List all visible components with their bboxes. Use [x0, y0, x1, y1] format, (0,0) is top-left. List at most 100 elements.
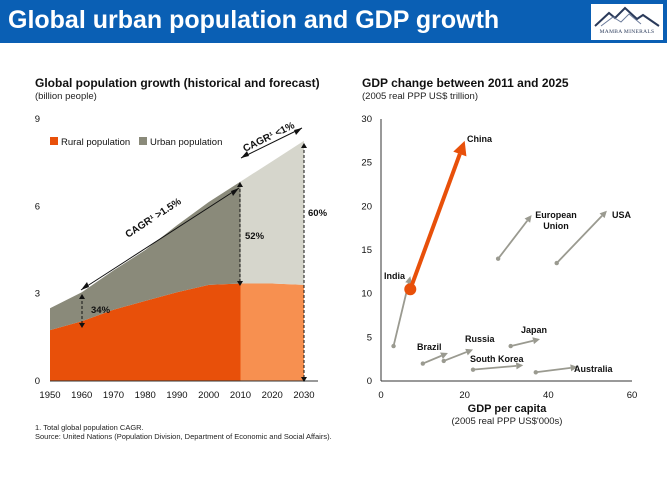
share-2010-arrowhead-bottom — [237, 281, 243, 286]
brazil-start-point — [420, 361, 426, 366]
brazil-label: Brazil — [417, 342, 442, 352]
country-arrows — [391, 140, 607, 375]
south-korea-arrow-head — [515, 362, 524, 370]
x-tick-label: 2020 — [262, 390, 283, 401]
russia-arrow-shaft — [443, 351, 467, 362]
x-tick-label: 2030 — [293, 390, 314, 401]
japan-arrow-shaft — [510, 339, 534, 347]
japan-arrow-head — [532, 337, 540, 345]
share-1960-label: 34% — [91, 305, 111, 316]
country-labels: China India European Union USA Japan Russia Bra… — [384, 134, 632, 374]
right-y-tick-label: 10 — [361, 289, 372, 300]
urban-area-forecast — [240, 140, 304, 285]
legend-label-urban: Urban population — [150, 137, 222, 148]
australia-label: Australia — [574, 364, 614, 374]
x-tick-label: 1950 — [39, 390, 60, 401]
cagr-forecast-arrow — [240, 127, 303, 159]
european-union-arrow-head — [524, 215, 532, 223]
right-y-tick-label: 20 — [361, 201, 372, 212]
usa-start-point — [554, 260, 559, 266]
right-y-tick-label: 25 — [361, 158, 372, 169]
right-y-tick-label: 30 — [361, 114, 372, 125]
right-y-tick-label: 5 — [367, 332, 372, 343]
share-2010-arrowhead-top — [237, 182, 243, 187]
share-1960-arrowhead-bottom — [79, 323, 85, 328]
european-union-start-point — [495, 256, 501, 261]
right-panel-title: GDP change between 2011 and 2025 — [362, 76, 569, 90]
legend-label-rural: Rural population — [61, 137, 130, 148]
european-union-arrow-shaft — [497, 220, 529, 260]
share-2030-label: 60% — [308, 208, 328, 219]
x-tick-label: 2010 — [230, 390, 251, 401]
right-x-tick-label: 40 — [543, 390, 554, 401]
cagr-forecast-arrowhead-left — [241, 151, 249, 158]
footnote-cagr: 1. Total global population CAGR. — [35, 423, 144, 432]
legend-swatch-rural — [50, 137, 58, 145]
right-x-tick-label: 60 — [627, 390, 638, 401]
russia-label: Russia — [465, 334, 496, 344]
brazil-arrow-shaft — [422, 354, 442, 365]
japan-label: Japan — [521, 325, 547, 335]
australia-arrow-shaft — [535, 367, 571, 374]
south-korea-label: South Korea — [470, 354, 524, 364]
x-tick-label: 1970 — [103, 390, 124, 401]
european-union-label: European Union — [535, 210, 577, 231]
japan-start-point — [508, 343, 513, 349]
legend-swatch-urban — [139, 137, 147, 145]
cagr-historical-arrow — [80, 187, 240, 291]
rural-area-historical — [50, 283, 241, 381]
right-x-tick-labels: 0 20 40 60 — [378, 390, 637, 401]
company-logo: MAMBA MINERALS — [591, 4, 663, 40]
x-tick-labels: 1950 1960 1970 1980 1990 2000 2010 2020 2030 — [39, 390, 314, 401]
right-y-tick-label: 15 — [361, 245, 372, 256]
share-1960-arrowhead-top — [79, 294, 85, 299]
y-tick-label: 3 — [35, 289, 40, 300]
usa-label: USA — [612, 210, 632, 220]
russia-start-point — [441, 358, 446, 364]
australia-arrow-head — [570, 364, 578, 372]
right-x-axis-title: GDP per capita — [468, 403, 548, 415]
cagr-forecast-arrowhead-right — [294, 128, 302, 135]
right-x-tick-label: 0 — [378, 390, 383, 401]
usa-arrow-shaft — [556, 215, 603, 264]
y-tick-labels: 0 3 6 9 — [35, 114, 40, 387]
left-panel-subtitle: (billion people) — [35, 91, 97, 102]
logo-text: MAMBA MINERALS — [599, 29, 655, 35]
right-y-tick-labels: 0 5 10 15 20 25 30 — [361, 114, 372, 387]
share-2030-arrowhead-bottom — [301, 377, 307, 382]
south-korea-arrow-shaft — [472, 364, 517, 371]
india-start-point — [391, 343, 396, 349]
rural-area-forecast — [240, 283, 304, 381]
mountain-logo-icon — [594, 6, 660, 27]
footnote-source: Source: United Nations (Population Divis… — [35, 432, 332, 441]
right-x-tick-label: 20 — [459, 390, 470, 401]
y-tick-label: 9 — [35, 114, 40, 125]
usa-arrow-head — [599, 210, 607, 219]
x-tick-label: 1990 — [166, 390, 187, 401]
right-y-tick-label: 0 — [367, 376, 372, 387]
x-tick-label: 1980 — [135, 390, 156, 401]
x-tick-label: 2000 — [198, 390, 219, 401]
australia-start-point — [533, 370, 538, 375]
cagr-historical-arrowhead-right — [231, 188, 239, 196]
share-2010-label: 52% — [245, 231, 265, 242]
china-arrow-shaft — [408, 153, 462, 290]
banner-title: Global urban population and GDP growth — [8, 6, 500, 34]
india-label: India — [384, 271, 406, 281]
share-2030-arrowhead-top — [301, 143, 307, 148]
cagr-historical-arrowhead-left — [81, 282, 89, 290]
x-tick-label: 1960 — [71, 390, 92, 401]
y-tick-label: 6 — [35, 201, 40, 212]
urban-area-historical — [50, 181, 241, 331]
right-x-axis-subtitle: (2005 real PPP US$'000s) — [452, 416, 563, 427]
left-panel-title: Global population growth (historical and… — [35, 76, 320, 90]
china-label: China — [467, 134, 493, 144]
china-arrow-head — [453, 140, 467, 157]
south-korea-start-point — [470, 367, 476, 372]
brazil-arrow-head — [440, 352, 448, 359]
right-panel-subtitle: (2005 real PPP US$ trillion) — [362, 91, 478, 102]
russia-arrow-head — [465, 348, 474, 356]
y-tick-label: 0 — [35, 376, 40, 387]
